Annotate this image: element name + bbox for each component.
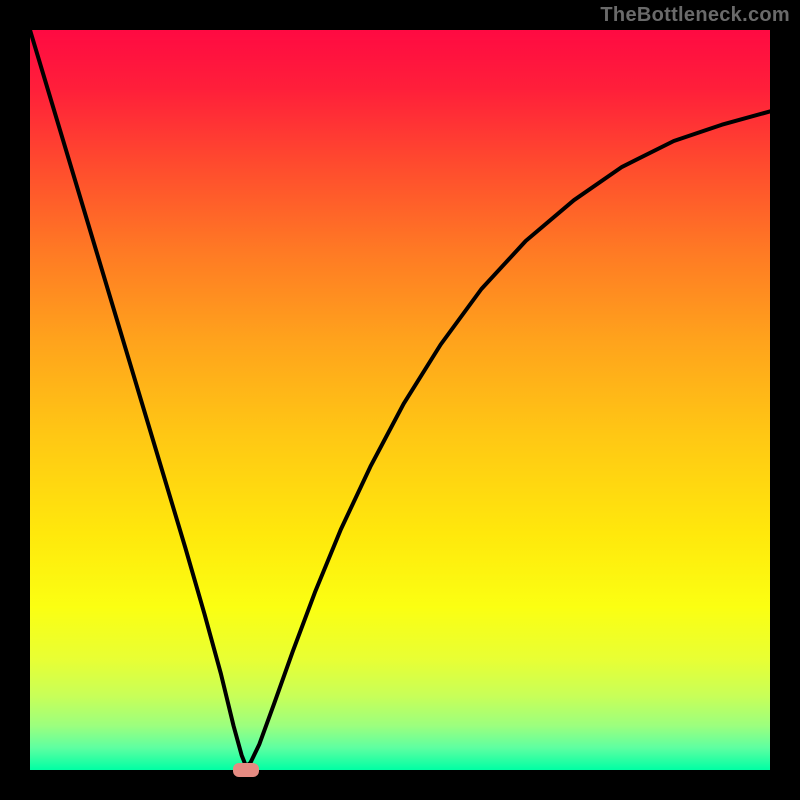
bottleneck-curve	[30, 30, 770, 766]
chart-plot-area	[30, 30, 770, 770]
minimum-marker	[233, 763, 259, 777]
watermark-text: TheBottleneck.com	[600, 4, 790, 27]
curve-layer	[30, 30, 770, 770]
